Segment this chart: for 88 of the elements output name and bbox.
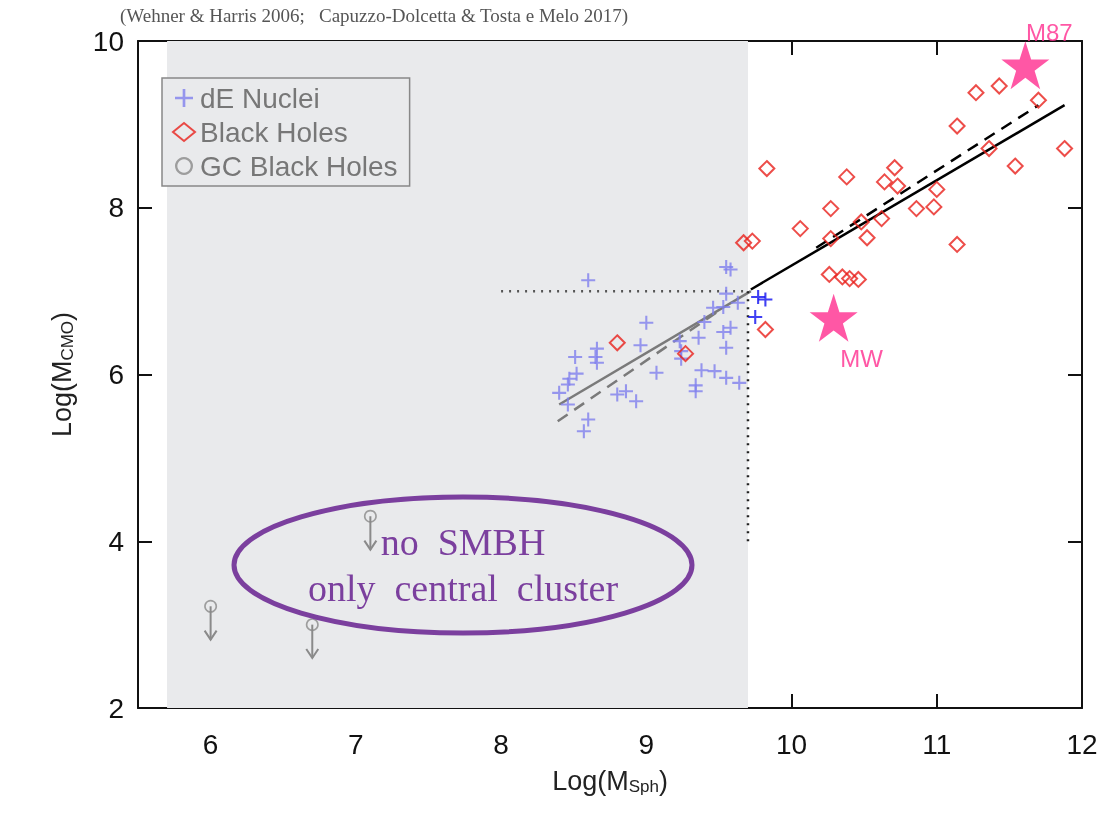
point xyxy=(756,320,774,338)
point xyxy=(735,234,753,252)
legend-label: GC Black Holes xyxy=(200,150,398,182)
point xyxy=(649,365,664,380)
point xyxy=(633,338,648,353)
point xyxy=(820,265,838,283)
x-tick-label: 10 xyxy=(775,728,808,760)
point xyxy=(889,177,907,195)
x-tick-label: 11 xyxy=(922,728,952,760)
point xyxy=(873,210,891,228)
y-tick-label: 10 xyxy=(92,25,124,57)
point xyxy=(552,385,567,400)
point xyxy=(723,320,738,335)
point xyxy=(849,270,867,288)
point xyxy=(560,397,575,412)
point xyxy=(1001,41,1050,90)
point xyxy=(719,370,734,385)
point xyxy=(852,213,870,231)
point xyxy=(758,292,773,307)
point xyxy=(743,232,761,250)
point xyxy=(732,375,747,390)
x-tick-label: 9 xyxy=(638,728,655,760)
point xyxy=(858,229,876,247)
point xyxy=(948,235,966,253)
data-label: MW xyxy=(840,345,884,373)
y-axis-title: Log(MCMO) xyxy=(46,311,77,438)
point xyxy=(758,160,776,178)
legend-label: dE Nuclei xyxy=(200,82,320,114)
point xyxy=(581,412,596,427)
text: (Wehner & Harris 2006; Capuzzo-Dolcetta & Tosta e Melo 2017) xyxy=(120,5,629,27)
point xyxy=(1006,157,1024,175)
point xyxy=(822,230,840,248)
point xyxy=(639,315,654,330)
point xyxy=(967,84,985,102)
point xyxy=(791,220,809,238)
point xyxy=(716,299,731,314)
y-tick-label: 8 xyxy=(108,192,124,224)
x-tick-label: 7 xyxy=(348,728,364,760)
point xyxy=(688,384,703,399)
point xyxy=(886,159,904,177)
point xyxy=(576,424,591,439)
x-tick-label: 6 xyxy=(202,728,219,760)
annotation: no SMBH only central cluster xyxy=(307,521,619,609)
point xyxy=(719,340,734,355)
point xyxy=(694,363,709,378)
point xyxy=(875,173,893,191)
point xyxy=(677,345,695,363)
point xyxy=(610,387,625,402)
point xyxy=(204,599,218,613)
y-tick-label: 6 xyxy=(108,359,124,390)
point xyxy=(730,295,745,310)
point xyxy=(990,77,1008,95)
point xyxy=(363,509,377,523)
point xyxy=(841,270,859,288)
point xyxy=(581,273,596,288)
point xyxy=(1056,140,1074,158)
point xyxy=(838,168,856,186)
y-tick-label: 4 xyxy=(108,525,124,557)
point xyxy=(569,366,584,381)
y-tick-label: 2 xyxy=(108,692,124,724)
point xyxy=(833,268,851,286)
point xyxy=(589,355,604,370)
x-axis-title: Log(MSph) xyxy=(552,765,668,796)
point xyxy=(305,618,319,632)
legend-label: Black Holes xyxy=(200,116,348,148)
point xyxy=(618,384,633,399)
point xyxy=(925,198,943,216)
point xyxy=(629,394,644,409)
point xyxy=(907,200,925,218)
point xyxy=(948,117,966,135)
point xyxy=(748,309,763,324)
point xyxy=(697,314,712,329)
point xyxy=(1029,91,1047,109)
x-tick-label: 12 xyxy=(1066,728,1098,760)
data-label: M87 xyxy=(1026,18,1073,46)
point xyxy=(822,200,840,218)
point xyxy=(980,140,998,158)
point xyxy=(723,262,738,277)
point xyxy=(716,324,731,339)
point xyxy=(928,180,946,198)
point xyxy=(560,377,575,392)
point xyxy=(691,330,706,345)
x-tick-label: 8 xyxy=(493,728,509,760)
point xyxy=(608,334,626,352)
point xyxy=(568,349,583,364)
point xyxy=(719,286,734,301)
point xyxy=(707,364,722,379)
point xyxy=(809,293,858,342)
